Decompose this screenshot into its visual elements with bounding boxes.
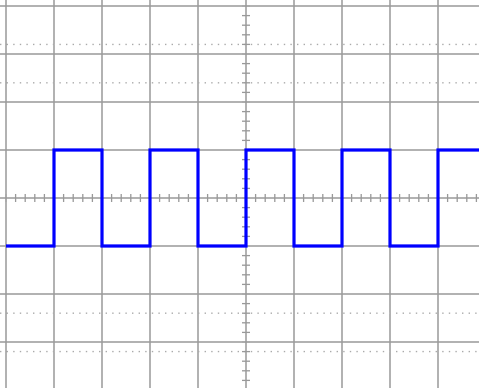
graticule-dot-rows	[0, 43, 479, 353]
trace-square-wave	[6, 148, 479, 248]
trace-layer	[6, 148, 479, 248]
center-axis-ticks	[5, 5, 478, 382]
